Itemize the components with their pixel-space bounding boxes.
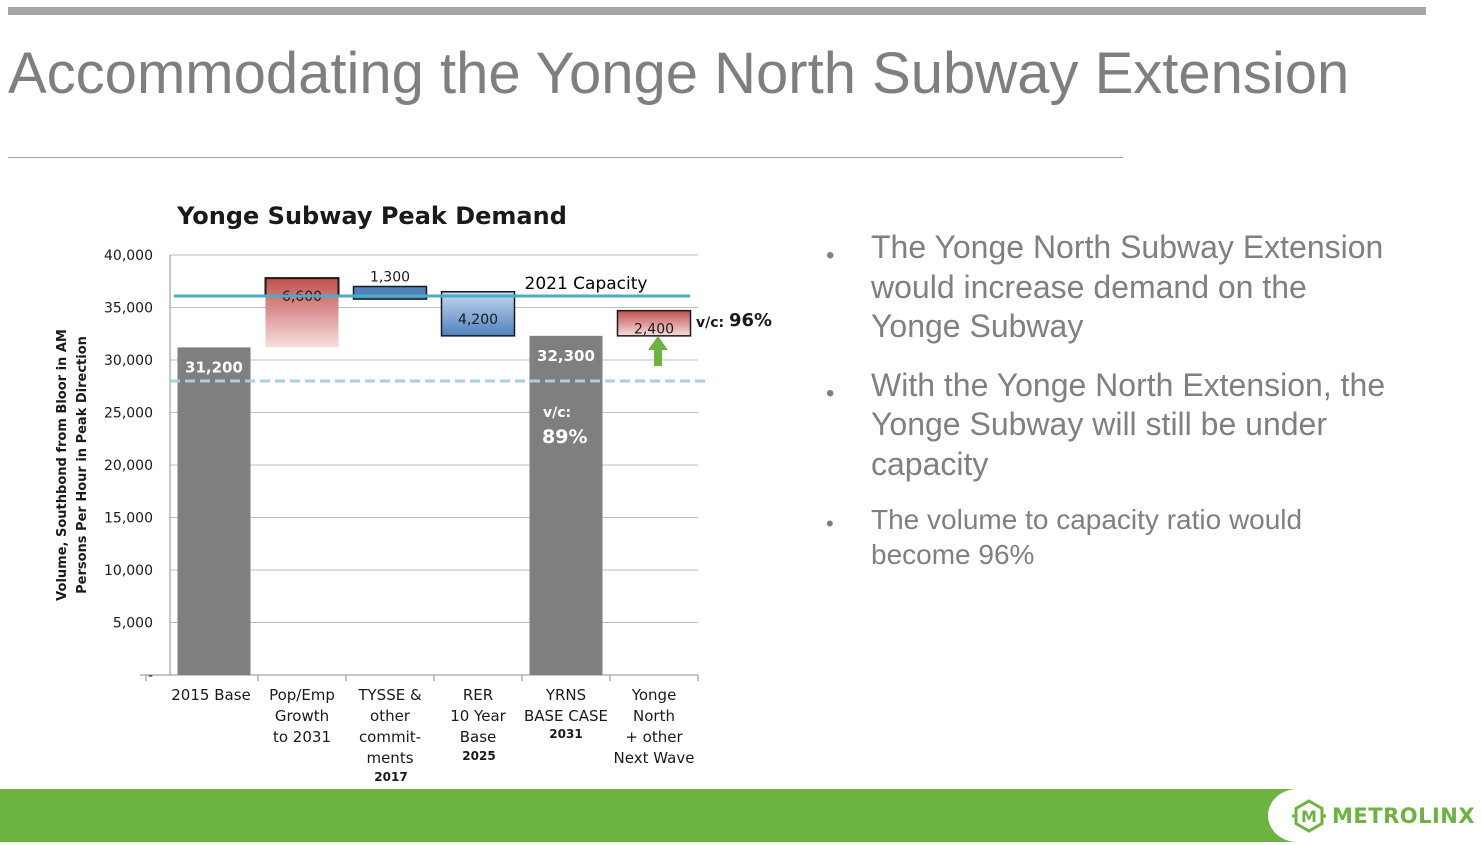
bullet-list: • The Yonge North Subway Extension would…	[826, 228, 1386, 572]
bullet-text: The volume to capacity ratio would becom…	[871, 504, 1303, 570]
chart-title: Yonge Subway Peak Demand	[176, 202, 567, 230]
increase-bar	[616, 309, 692, 337]
x-category-label: Yonge	[631, 686, 677, 704]
bullet-item: • The Yonge North Subway Extension would…	[826, 228, 1386, 347]
y-tick-label: 5,000	[113, 616, 153, 632]
x-category-label: to 2031	[273, 728, 331, 746]
y-tick-label: -	[148, 668, 153, 684]
vc-extension-prefix: v/c:	[696, 315, 724, 331]
top-rule	[8, 7, 1426, 15]
logo-wordmark: METROLINX	[1332, 804, 1476, 828]
bar-value-label: 1,300	[370, 270, 410, 286]
bar-value-label: 32,300	[537, 347, 595, 365]
bullet-text: The Yonge North Subway Extension would i…	[871, 229, 1384, 344]
bullet-text: With the Yonge North Extension, the Yong…	[871, 366, 1386, 482]
green-up-arrow	[648, 336, 668, 366]
x-category-label: North	[633, 707, 675, 725]
bullet-dot: •	[826, 511, 834, 536]
x-category-label: commit-	[359, 728, 421, 746]
peak-demand-chart: Yonge Subway Peak Demand Volume, Southbon…	[55, 202, 772, 784]
vc-base-prefix: v/c:	[543, 405, 571, 421]
x-category-label: BASE CASE	[524, 707, 608, 725]
bar-value-label: 31,200	[185, 358, 243, 376]
bullet-dot: •	[826, 379, 835, 407]
total-bar	[177, 347, 251, 675]
logo-background	[1268, 789, 1482, 842]
title-divider	[8, 157, 1123, 158]
x-category-year: 2025	[462, 749, 495, 763]
bar-value-label: 2,400	[634, 322, 674, 338]
vc-extension-value: 96%	[729, 310, 772, 331]
decrease-bar	[440, 291, 516, 337]
x-category-label: + other	[625, 728, 683, 746]
x-category-label: 10 Year	[450, 707, 506, 725]
x-category-label: Next Wave	[614, 749, 695, 767]
x-category-label: Base	[460, 728, 497, 746]
footer-bar	[0, 789, 1482, 842]
svg-text:M: M	[1301, 807, 1317, 826]
x-category-label: other	[370, 707, 411, 725]
capacity-label-background	[518, 268, 653, 292]
x-category-year: 2017	[374, 770, 407, 784]
y-axis-label: Volume, Southbond from Bloor in AM	[55, 329, 70, 601]
metrolinx-m-logo-icon: M	[1292, 799, 1326, 833]
x-category-label: Pop/Emp	[269, 686, 335, 704]
bullet-item: • The volume to capacity ratio would bec…	[826, 502, 1386, 572]
x-category-label: RER	[463, 686, 493, 704]
x-category-year: 2031	[549, 727, 582, 741]
x-category-label: Growth	[275, 707, 329, 725]
total-bar	[529, 335, 603, 675]
x-category-label: ments	[366, 749, 413, 767]
y-tick-label: 40,000	[104, 248, 153, 264]
y-tick-label: 35,000	[104, 301, 153, 317]
increase-bar	[265, 278, 339, 348]
metrolinx-logo: M METROLINX	[1292, 799, 1475, 833]
y-tick-label: 15,000	[104, 511, 153, 527]
slide-title: Accommodating the Yonge North Subway Ext…	[8, 41, 1350, 106]
bullet-item: • With the Yonge North Extension, the Yo…	[826, 366, 1386, 485]
x-category-label: 2015 Base	[171, 686, 250, 704]
bullet-dot: •	[826, 242, 835, 269]
y-tick-label: 25,000	[104, 406, 153, 422]
bar-value-label: 4,200	[458, 312, 498, 328]
vc-base-value: 89%	[542, 426, 587, 448]
y-tick-label: 10,000	[104, 563, 153, 579]
y-tick-label: 30,000	[104, 353, 153, 369]
capacity-label: 2021 Capacity	[525, 274, 648, 294]
y-tick-label: 20,000	[104, 458, 153, 474]
y-axis-label: Persons Per Hour in Peak Direction	[75, 336, 90, 594]
x-category-label: YRNS	[545, 686, 586, 704]
x-category-label: TYSSE &	[357, 686, 422, 704]
